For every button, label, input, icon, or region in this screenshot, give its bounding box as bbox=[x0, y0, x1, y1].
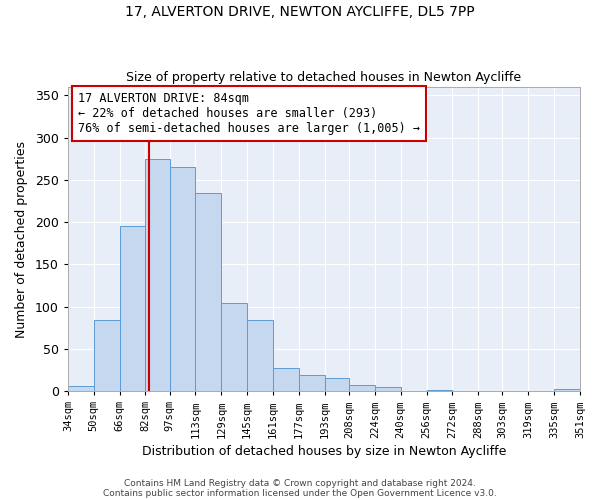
Y-axis label: Number of detached properties: Number of detached properties bbox=[15, 140, 28, 338]
Bar bbox=[299, 375, 325, 391]
Bar bbox=[375, 387, 401, 391]
Bar bbox=[349, 385, 375, 391]
Text: 17, ALVERTON DRIVE, NEWTON AYCLIFFE, DL5 7PP: 17, ALVERTON DRIVE, NEWTON AYCLIFFE, DL5… bbox=[125, 5, 475, 19]
Text: Contains public sector information licensed under the Open Government Licence v3: Contains public sector information licen… bbox=[103, 488, 497, 498]
Text: Contains HM Land Registry data © Crown copyright and database right 2024.: Contains HM Land Registry data © Crown c… bbox=[124, 478, 476, 488]
Bar bbox=[247, 320, 273, 391]
Bar bbox=[94, 320, 119, 391]
Bar bbox=[68, 386, 94, 391]
Bar bbox=[221, 303, 247, 391]
X-axis label: Distribution of detached houses by size in Newton Aycliffe: Distribution of detached houses by size … bbox=[142, 444, 506, 458]
Bar bbox=[427, 390, 452, 391]
Title: Size of property relative to detached houses in Newton Aycliffe: Size of property relative to detached ho… bbox=[127, 72, 521, 85]
Bar bbox=[119, 226, 145, 391]
Bar bbox=[145, 159, 170, 391]
Bar bbox=[273, 368, 299, 391]
Bar bbox=[196, 192, 221, 391]
Bar bbox=[325, 378, 349, 391]
Bar bbox=[554, 390, 580, 391]
Text: 17 ALVERTON DRIVE: 84sqm
← 22% of detached houses are smaller (293)
76% of semi-: 17 ALVERTON DRIVE: 84sqm ← 22% of detach… bbox=[78, 92, 420, 134]
Bar bbox=[170, 168, 196, 391]
